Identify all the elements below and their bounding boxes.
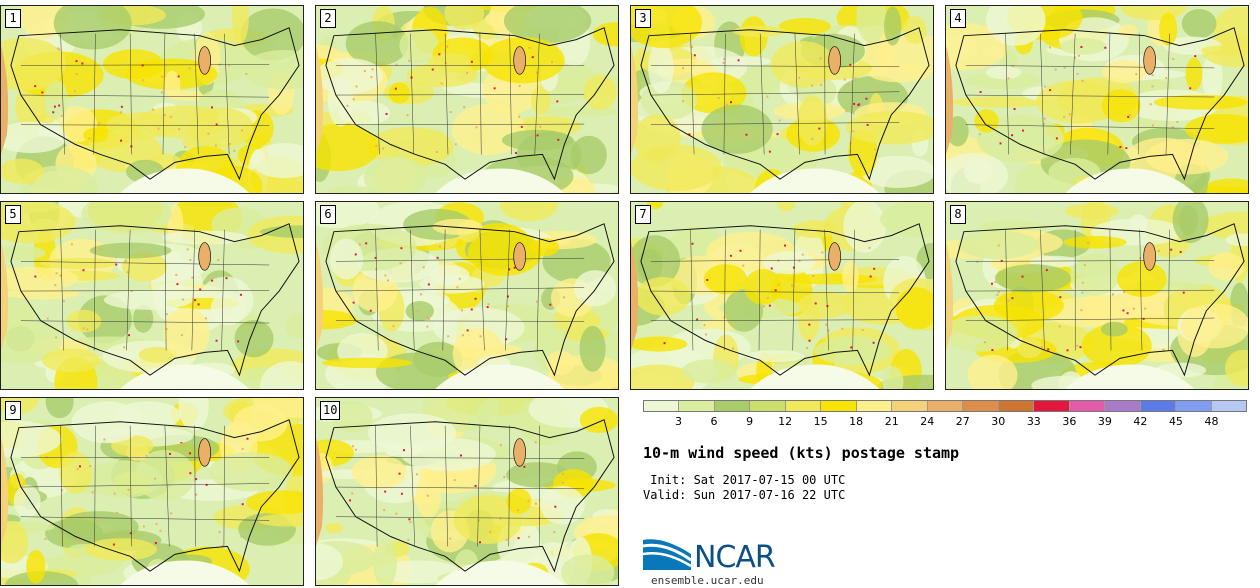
colorbar-segment [1140, 401, 1177, 411]
wind-map [316, 202, 618, 389]
wind-map [1, 202, 303, 389]
colorbar-segment [1105, 401, 1141, 411]
wind-map [946, 202, 1248, 389]
colorbar-tick-label: 33 [1026, 415, 1041, 428]
member-label: 10 [320, 401, 341, 420]
colorbar [643, 400, 1247, 412]
colorbar-segment [785, 401, 822, 411]
colorbar-segment [1211, 401, 1246, 411]
member-label: 2 [320, 9, 336, 28]
init-time: Init: Sat 2017-07-15 00 UTC [643, 473, 846, 487]
member-label: 7 [635, 205, 651, 224]
page-title: 10-m wind speed (kts) postage stamp [643, 444, 960, 462]
logo-text: NCAR [694, 540, 776, 575]
colorbar-segment [927, 401, 964, 411]
colorbar-segment [644, 401, 680, 411]
wind-map [1, 398, 303, 585]
wind-map [631, 6, 933, 193]
stamp-panel: 6 [315, 201, 619, 390]
ncar-swoosh-icon [642, 539, 692, 570]
colorbar-tick-label: 42 [1133, 415, 1148, 428]
colorbar-tick-label: 3 [675, 415, 683, 428]
member-label: 1 [5, 9, 21, 28]
colorbar-segment [1034, 401, 1070, 411]
colorbar-tick-label: 48 [1204, 415, 1219, 428]
valid-time: Valid: Sun 2017-07-16 22 UTC [643, 488, 846, 502]
stamp-panel: 3 [630, 5, 934, 194]
wind-map [631, 202, 933, 389]
colorbar-segment [1069, 401, 1106, 411]
member-label: 4 [950, 9, 966, 28]
stamp-panel: 1 [0, 5, 304, 194]
colorbar-tick-label: 12 [778, 415, 793, 428]
ncar-logo[interactable]: NCAR ensemble.ucar.edu [641, 528, 801, 587]
colorbar-tick-label: 9 [746, 415, 754, 428]
member-label: 6 [320, 205, 336, 224]
stamp-panel: 4 [945, 5, 1249, 194]
stamp-panel: 9 [0, 397, 304, 586]
colorbar-segment [750, 401, 786, 411]
wind-map [316, 6, 618, 193]
colorbar-segment [714, 401, 751, 411]
colorbar-tick-label: 39 [1097, 415, 1112, 428]
colorbar-tick-label: 24 [920, 415, 935, 428]
stamp-panel: 10 [315, 397, 619, 586]
colorbar-segment [821, 401, 857, 411]
colorbar-segment [892, 401, 928, 411]
colorbar-tick-label: 45 [1168, 415, 1183, 428]
wind-map [316, 398, 618, 585]
colorbar-segment [963, 401, 999, 411]
stamp-panel: 8 [945, 201, 1249, 390]
stamp-panel: 7 [630, 201, 934, 390]
colorbar-tick-label: 15 [813, 415, 828, 428]
colorbar-segment [1176, 401, 1212, 411]
logo-url[interactable]: ensemble.ucar.edu [651, 574, 764, 587]
member-label: 8 [950, 205, 966, 224]
colorbar-tick-label: 30 [991, 415, 1006, 428]
colorbar-labels: 3 6 9 12 15 18 21 24 27 30 33 36 39 42 45 48 [643, 415, 1247, 429]
colorbar-tick-label: 6 [710, 415, 718, 428]
wind-map [1, 6, 303, 193]
member-label: 5 [5, 205, 21, 224]
colorbar-segment [998, 401, 1035, 411]
colorbar-segment [856, 401, 893, 411]
colorbar-segment [679, 401, 715, 411]
stamp-panel: 2 [315, 5, 619, 194]
wind-map [946, 6, 1248, 193]
colorbar-tick-label: 18 [849, 415, 864, 428]
colorbar-tick-label: 21 [884, 415, 899, 428]
member-label: 3 [635, 9, 651, 28]
colorbar-tick-label: 27 [955, 415, 970, 428]
colorbar-tick-label: 36 [1062, 415, 1077, 428]
stamp-panel: 5 [0, 201, 304, 390]
member-label: 9 [5, 401, 21, 420]
